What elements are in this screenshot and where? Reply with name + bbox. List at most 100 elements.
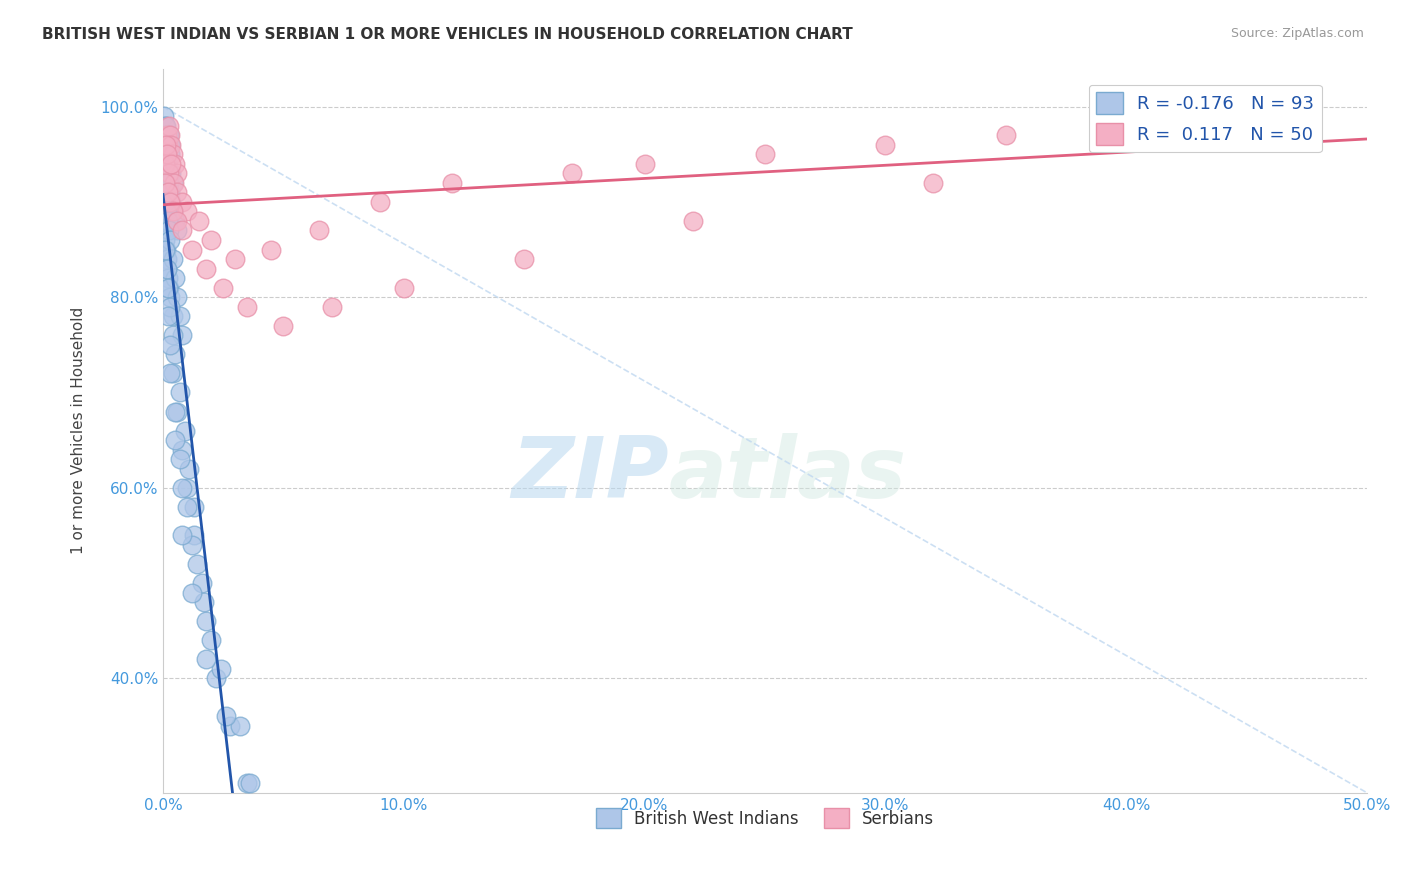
- Point: [156, 166, 179, 180]
- Point: [162, 204, 184, 219]
- Point: [162, 176, 184, 190]
- Point: [1236, 109, 1258, 123]
- Point: [153, 166, 176, 180]
- Point: [273, 318, 295, 333]
- Point: [209, 662, 232, 676]
- Text: ZIP: ZIP: [510, 433, 669, 516]
- Point: [159, 367, 181, 381]
- Point: [179, 461, 201, 475]
- Point: [155, 147, 177, 161]
- Point: [321, 300, 343, 314]
- Point: [155, 137, 177, 152]
- Point: [922, 176, 945, 190]
- Point: [155, 128, 177, 143]
- Point: [172, 528, 194, 542]
- Point: [239, 776, 262, 790]
- Point: [156, 147, 179, 161]
- Point: [169, 385, 191, 400]
- Point: [173, 424, 195, 438]
- Point: [156, 166, 179, 180]
- Text: Source: ZipAtlas.com: Source: ZipAtlas.com: [1230, 27, 1364, 40]
- Point: [156, 128, 179, 143]
- Point: [176, 481, 198, 495]
- Point: [236, 300, 259, 314]
- Text: BRITISH WEST INDIAN VS SERBIAN 1 OR MORE VEHICLES IN HOUSEHOLD CORRELATION CHART: BRITISH WEST INDIAN VS SERBIAN 1 OR MORE…: [42, 27, 853, 42]
- Point: [156, 310, 179, 324]
- Point: [155, 261, 177, 276]
- Point: [205, 671, 228, 685]
- Point: [214, 709, 236, 723]
- Point: [162, 328, 184, 343]
- Point: [159, 137, 181, 152]
- Point: [188, 214, 211, 228]
- Point: [163, 214, 186, 228]
- Point: [159, 128, 181, 143]
- Point: [229, 719, 252, 733]
- Point: [172, 481, 194, 495]
- Text: atlas: atlas: [669, 433, 907, 516]
- Point: [176, 204, 198, 219]
- Point: [157, 147, 180, 161]
- Y-axis label: 1 or more Vehicles in Household: 1 or more Vehicles in Household: [72, 307, 86, 554]
- Point: [162, 310, 184, 324]
- Point: [219, 719, 242, 733]
- Point: [180, 585, 202, 599]
- Point: [368, 194, 391, 209]
- Point: [190, 576, 212, 591]
- Point: [155, 157, 177, 171]
- Point: [155, 252, 177, 266]
- Point: [994, 128, 1017, 143]
- Point: [155, 204, 177, 219]
- Point: [157, 166, 180, 180]
- Point: [156, 137, 179, 152]
- Point: [754, 147, 776, 161]
- Point: [224, 252, 246, 266]
- Point: [155, 176, 177, 190]
- Point: [561, 166, 583, 180]
- Point: [155, 233, 177, 247]
- Point: [157, 119, 180, 133]
- Point: [157, 176, 180, 190]
- Point: [155, 243, 177, 257]
- Point: [153, 157, 176, 171]
- Point: [163, 433, 186, 447]
- Point: [163, 157, 186, 171]
- Point: [156, 271, 179, 285]
- Point: [156, 176, 179, 190]
- Point: [160, 157, 183, 171]
- Point: [392, 280, 415, 294]
- Point: [153, 109, 176, 123]
- Point: [440, 176, 463, 190]
- Point: [155, 157, 177, 171]
- Point: [155, 147, 177, 161]
- Point: [162, 147, 184, 161]
- Point: [166, 186, 188, 200]
- Point: [166, 166, 188, 180]
- Point: [155, 128, 177, 143]
- Point: [155, 119, 177, 133]
- Point: [200, 633, 222, 648]
- Point: [159, 290, 181, 304]
- Point: [159, 338, 181, 352]
- Point: [159, 194, 181, 209]
- Point: [166, 214, 188, 228]
- Point: [155, 147, 177, 161]
- Point: [236, 776, 259, 790]
- Point: [180, 538, 202, 552]
- Point: [155, 243, 177, 257]
- Point: [172, 223, 194, 237]
- Point: [160, 166, 183, 180]
- Legend: British West Indians, Serbians: British West Indians, Serbians: [589, 801, 941, 835]
- Point: [172, 194, 194, 209]
- Point: [166, 223, 188, 237]
- Point: [156, 261, 179, 276]
- Point: [172, 328, 194, 343]
- Point: [682, 214, 704, 228]
- Point: [155, 137, 177, 152]
- Point: [160, 194, 183, 209]
- Point: [176, 500, 198, 514]
- Point: [157, 223, 180, 237]
- Point: [308, 223, 330, 237]
- Point: [183, 500, 205, 514]
- Point: [166, 404, 188, 418]
